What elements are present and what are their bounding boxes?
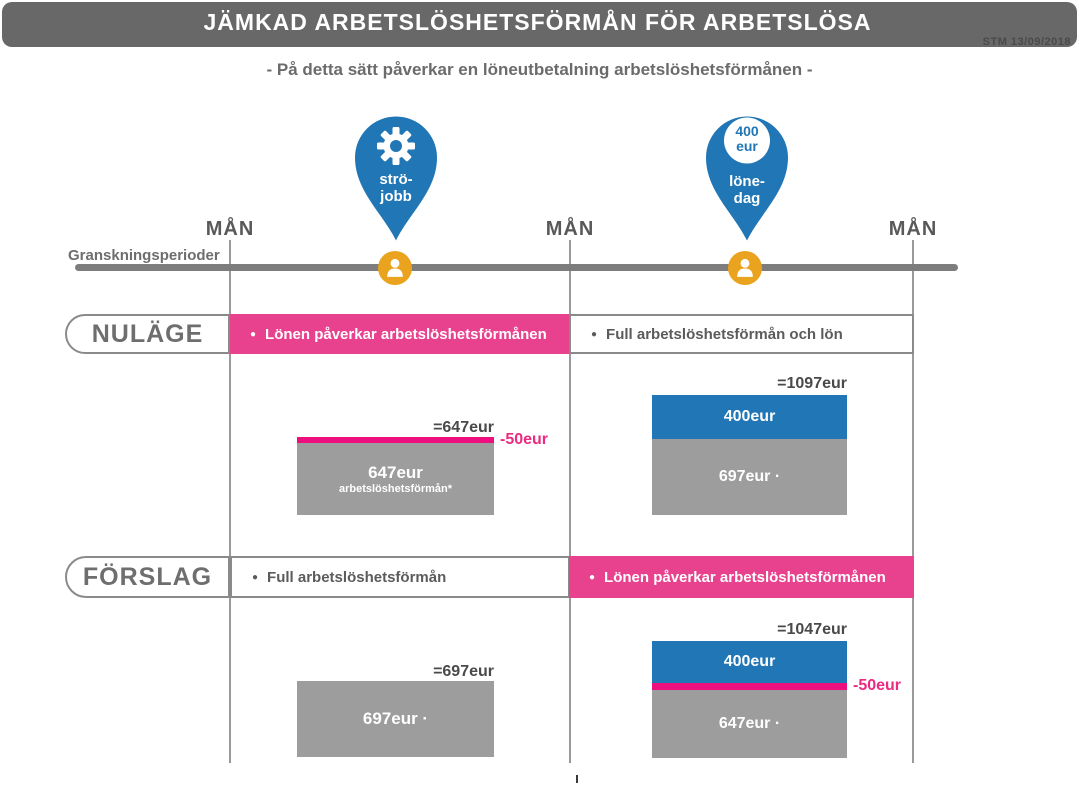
map-pin-lone-dag: 400 eur löne- dag [697, 110, 797, 243]
row-label-forslag: FÖRSLAG [65, 556, 230, 598]
badge-line1: 400 [735, 123, 759, 139]
gridline-month-3 [912, 240, 914, 763]
status-nulage-left: ● Lönen påverkar arbetslöshetsförmånen [230, 314, 570, 354]
date-stamp: STM 13/09/2018 [982, 36, 1071, 48]
row-label-nulage: NULÄGE [65, 314, 230, 354]
bar-value: 400eur [723, 408, 776, 425]
bullet-icon: ● [252, 571, 259, 583]
bar-nulage-benefit: 647eur arbetslöshetsförmån* [297, 443, 494, 515]
bar-value: 647eur · [718, 715, 781, 732]
pin-label-line1: strö- [379, 171, 413, 188]
timeline-bar [75, 264, 958, 271]
bullet-icon: ● [589, 571, 596, 583]
month-label-2: MÅN [545, 218, 595, 240]
gear-icon [377, 127, 415, 165]
status-text: Lönen påverkar arbetslöshetsförmånen [604, 568, 886, 586]
bar-forslag-benefit: 647eur · [652, 690, 847, 758]
badge-amount: 400 eur [697, 124, 797, 154]
status-text: Full arbetslöshetsförmån och lön [606, 325, 843, 343]
pin-label-line2: dag [733, 190, 761, 207]
bar-forslag-salary: 400eur [652, 641, 847, 683]
deduction-stripe [652, 683, 847, 690]
map-pin-stro-jobb: strö- jobb [346, 110, 446, 243]
person-icon [387, 258, 403, 277]
bar-value: 697eur · [362, 709, 429, 728]
eur-badge [724, 117, 770, 164]
bullet-icon: ● [250, 328, 257, 340]
page-subtitle: - På detta sätt påverkar en löneutbetaln… [266, 60, 813, 79]
month-label-1: MÅN [205, 218, 255, 240]
bar-value: 400eur [723, 653, 776, 670]
timeline-marker-2 [728, 251, 762, 285]
total-label-nulage-right: =1097eur [777, 375, 847, 392]
title-banner [2, 2, 1077, 47]
timeline-marker-1 [378, 251, 412, 285]
status-text: Full arbetslöshetsförmån [267, 568, 447, 586]
gridline-month-1 [229, 240, 231, 763]
timeline-axis-label: Granskningsperioder [68, 247, 220, 264]
bar-nulage-salary: 400eur [652, 395, 847, 439]
total-label-forslag-left: =697eur [433, 663, 494, 680]
bar-sublabel: arbetslöshetsförmån* [338, 483, 453, 495]
total-label-forslag-right: =1047eur [777, 621, 847, 638]
page-title: JÄMKAD ARBETSLÖSHETSFÖRMÅN FÖR ARBETSLÖS… [203, 9, 872, 35]
month-label-3: MÅN [888, 218, 938, 240]
map-pin-icon [355, 116, 437, 241]
bar-value: 647eur [368, 463, 423, 482]
footnote-tick [576, 775, 578, 783]
pin-label-line1: löne- [729, 173, 765, 190]
bar-nulage-full-benefit: 697eur · [652, 439, 847, 515]
deduction-stripe [297, 437, 494, 443]
total-label-nulage-left: =647eur [433, 419, 494, 436]
person-icon [737, 258, 753, 277]
status-forslag-right: ● Lönen påverkar arbetslöshetsförmånen [569, 556, 914, 598]
map-pin-icon [706, 116, 788, 241]
deduction-label: -50eur [853, 677, 902, 694]
status-forslag-left: ● Full arbetslöshetsförmån [230, 556, 570, 598]
deduction-label: -50eur [500, 431, 549, 448]
status-nulage-right: ● Full arbetslöshetsförmån och lön [569, 314, 914, 354]
status-text: Lönen påverkar arbetslöshetsförmånen [265, 325, 547, 343]
gridline-month-2 [569, 240, 571, 763]
bar-forslag-full-benefit: 697eur · [297, 681, 494, 757]
badge-line2: eur [736, 138, 758, 154]
bullet-icon: ● [591, 328, 598, 340]
bar-value: 697eur · [718, 468, 781, 485]
pin-label-line2: jobb [380, 188, 412, 205]
